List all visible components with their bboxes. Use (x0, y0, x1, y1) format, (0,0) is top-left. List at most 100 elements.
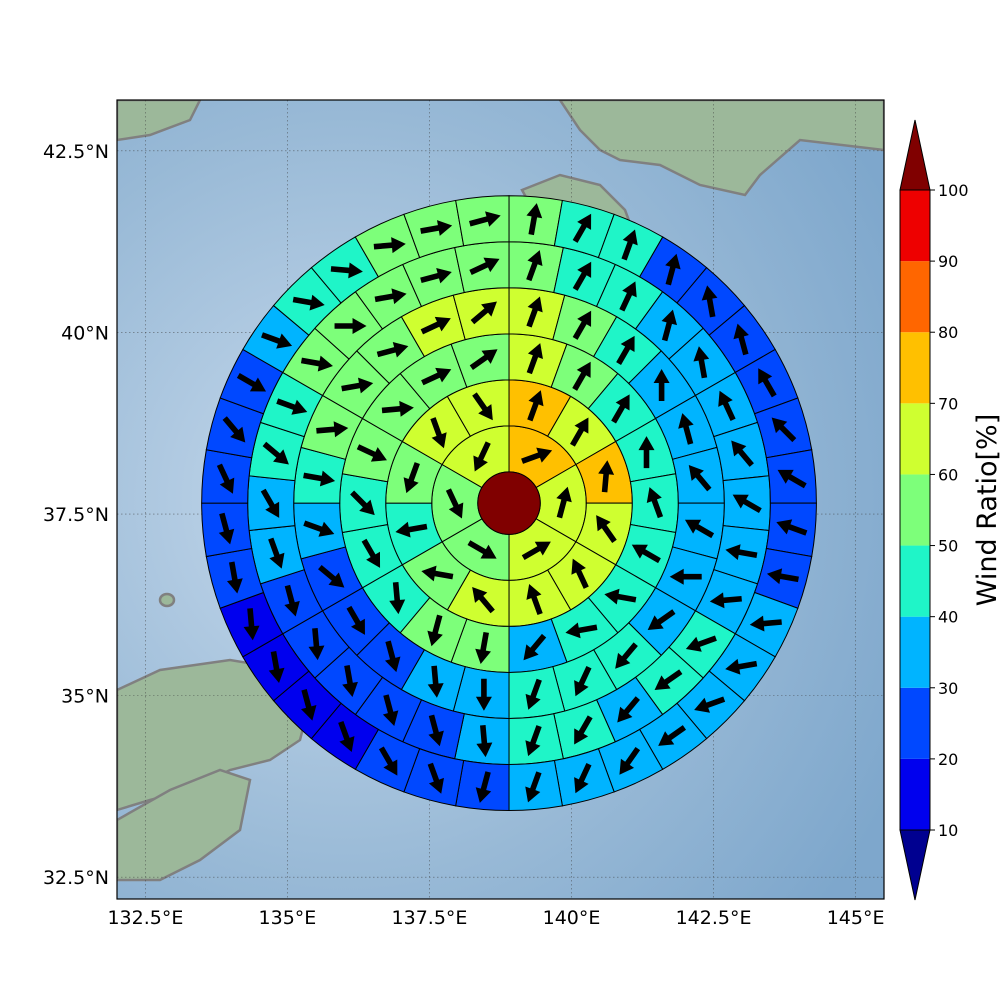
wind-arrow (300, 355, 333, 372)
wind-arrow (694, 696, 726, 713)
wind-arrow-shape (475, 631, 491, 664)
wind-arrow-shape (472, 586, 495, 614)
wind-arrow-shape (361, 538, 381, 568)
wind-arrow (526, 203, 543, 236)
wind-arrow (338, 721, 355, 753)
wind-arrow-shape (268, 537, 285, 569)
wind-arrow (611, 394, 630, 424)
wind-arrow-shape (766, 568, 799, 585)
wind-arrow-shape (341, 377, 374, 394)
wind-core-cell (477, 471, 541, 535)
wind-arrow (421, 565, 454, 582)
wind-arrow-shape (574, 666, 592, 697)
wind-arrow (572, 361, 591, 391)
longitude-tick-label: 145°E (827, 907, 885, 929)
wind-arrow (428, 714, 444, 747)
wind-arrow-shape (619, 746, 641, 775)
wind-arrow (631, 544, 661, 564)
land-mass (158, 592, 176, 608)
wind-arrow-shape (776, 519, 808, 536)
wind-arrow-shape (421, 565, 454, 582)
colorbar-band (900, 403, 930, 475)
longitude-tick-label: 137.5°E (392, 907, 468, 929)
wind-arrow (556, 486, 572, 519)
wind-arrow (777, 469, 807, 489)
colorbar-band (900, 190, 930, 262)
wind-arrow-shape (521, 541, 551, 561)
wind-arrow-shape (382, 694, 399, 726)
wind-arrow (615, 642, 638, 669)
wind-arrow-shape (261, 332, 293, 349)
wind-arrow-shape (615, 642, 638, 669)
wind-arrow (222, 416, 246, 443)
map-area (117, 100, 884, 899)
wind-arrow-shape (420, 316, 451, 335)
wind-arrow (381, 400, 414, 417)
wind-arrow (525, 725, 542, 757)
wind-arrow-shape (596, 515, 617, 543)
wind-arrow-shape (565, 622, 598, 639)
wind-arrow-shape (300, 688, 317, 721)
wind-arrow (226, 561, 243, 594)
latitude-tick-label: 42.5°N (43, 141, 109, 163)
wind-arrow (427, 762, 444, 794)
wind-arrow (430, 417, 447, 449)
wind-arrow (701, 285, 718, 318)
wind-arrow (467, 540, 497, 559)
wind-arrow (570, 417, 589, 447)
colorbar-tick-label: 100 (938, 181, 969, 200)
latitude-tick-label: 32.5°N (43, 867, 109, 889)
wind-arrow (378, 746, 398, 776)
wind-arrow-shape (475, 678, 492, 711)
latitude-tick-labels: 32.5°N 35°N 37.5°N 40°N 42.5°N (43, 141, 109, 889)
wind-arrow (470, 301, 497, 325)
colorbar: 10 20 30 40 50 60 70 80 90 100 (899, 119, 969, 901)
wind-arrow-shape (473, 441, 491, 472)
wind-arrow-shape (260, 488, 280, 518)
wind-arrow-shape (749, 615, 782, 632)
wind-arrow-shape (709, 592, 742, 609)
wind-direction-arrows (216, 203, 808, 803)
wind-arrow (300, 688, 317, 721)
wind-arrow (619, 746, 641, 775)
wind-arrow-shape (669, 568, 702, 585)
land-mass (117, 100, 202, 142)
wind-arrow (604, 588, 637, 605)
wind-arrow-shape (572, 361, 591, 391)
wind-arrow-shape (467, 540, 497, 559)
colorbar-over-extension (899, 119, 931, 191)
wind-arrow-shape (725, 544, 758, 561)
wind-arrow-shape (476, 724, 493, 758)
wind-arrow-shape (421, 367, 452, 386)
wind-arrow-shape (526, 203, 543, 236)
wind-arrow (574, 666, 592, 697)
wind-arrow-shape (395, 521, 428, 538)
wind-arrow-shape (316, 421, 349, 438)
wind-arrow (685, 635, 717, 652)
latitude-tick-label: 35°N (61, 686, 109, 708)
wind-arrow (473, 441, 491, 472)
wind-arrow-shape (525, 678, 542, 710)
wind-arrow-shape (521, 447, 553, 464)
wind-arrow (638, 436, 655, 469)
wind-arrow-shape (334, 318, 367, 335)
colorbar-outline (899, 189, 931, 831)
wind-arrow (318, 564, 345, 588)
wind-arrow (395, 521, 428, 538)
wind-arrow-shape (619, 281, 637, 312)
wind-arrow (334, 318, 367, 335)
wind-arrow-shape (661, 309, 678, 342)
wind-arrow (303, 470, 336, 487)
wind-arrow-shape (654, 669, 683, 691)
wind-arrow (661, 309, 678, 342)
wind-arrow (771, 417, 797, 443)
wind-arrow-shape (571, 558, 589, 589)
colorbar-label: Wind Ratio[%] (972, 414, 1000, 606)
wind-arrow-shape (523, 633, 547, 661)
wind-arrow-shape (693, 346, 710, 379)
wind-arrow (374, 288, 407, 305)
wind-arrow-shape (685, 635, 717, 652)
wind-arrow (693, 346, 710, 379)
wind-arrow-shape (427, 665, 444, 698)
wind-arrow (733, 323, 749, 356)
